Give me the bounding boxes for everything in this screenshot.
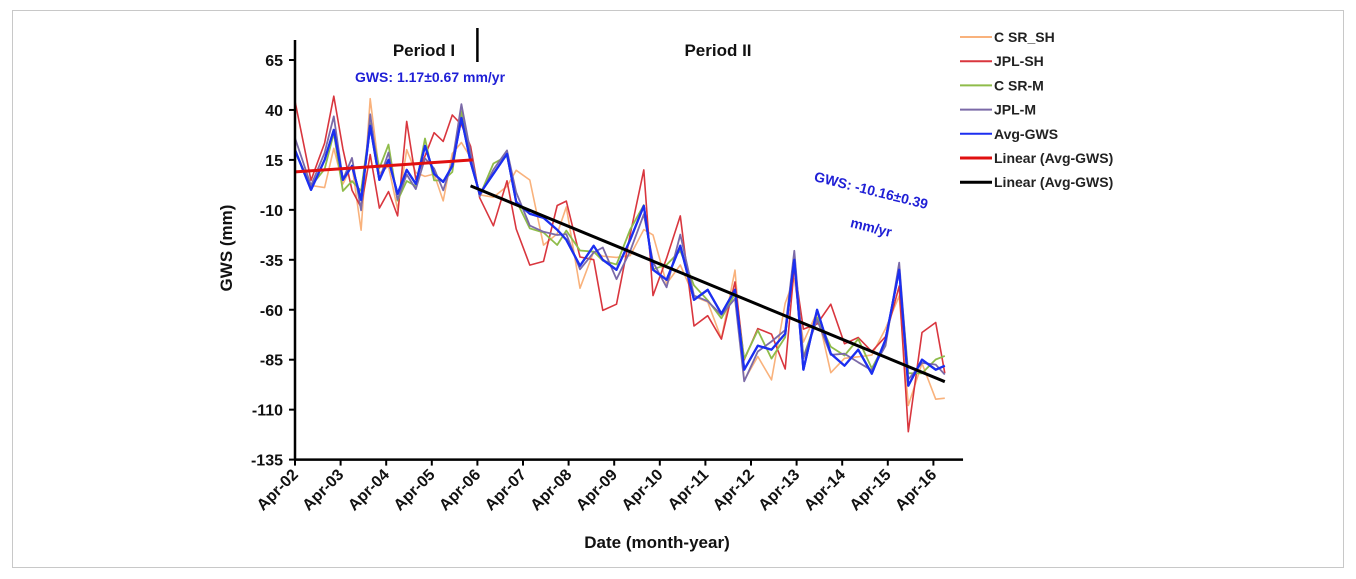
- series-line-jplm: [294, 103, 946, 383]
- labels: Date (month-year) GWS (mm) Period I Peri…: [217, 41, 930, 552]
- legend-label: JPL-SH: [994, 53, 1044, 69]
- x-tick-label: Apr-04: [345, 466, 393, 514]
- legend-label: Avg-GWS: [994, 126, 1058, 142]
- trend-line-2: [469, 184, 946, 384]
- x-axis-label: Date (month-year): [584, 533, 729, 552]
- y-tick-label: 65: [265, 53, 283, 70]
- series-line-csrsh: [294, 97, 945, 407]
- period-i-trend-annotation: GWS: 1.17±0.67 mm/yr: [355, 69, 506, 85]
- x-tick-label: Apr-03: [300, 466, 348, 514]
- x-tick-label: Apr-16: [892, 466, 940, 514]
- x-tick-label: Apr-09: [573, 466, 621, 514]
- axes: 654015-10-35-60-85-110-135Apr-02Apr-03Ap…: [251, 28, 964, 514]
- x-tick-label: Apr-10: [619, 466, 667, 514]
- y-tick-label: 15: [265, 153, 283, 170]
- y-tick-label: -85: [260, 353, 283, 370]
- period-i-label: Period I: [393, 41, 455, 60]
- legend-label: Linear (Avg-GWS): [994, 174, 1113, 190]
- legend-label: C SR-M: [994, 77, 1044, 93]
- y-tick-label: -35: [260, 253, 283, 270]
- period-ii-trend-annotation: GWS: -10.16±0.39: [813, 168, 930, 212]
- x-tick-label: Apr-08: [528, 466, 576, 514]
- y-axis-label: GWS (mm): [217, 205, 236, 292]
- series-line-csrm: [294, 110, 946, 375]
- x-tick-label: Apr-07: [482, 466, 530, 514]
- series-line-avg: [293, 116, 946, 387]
- x-tick-label: Apr-05: [391, 466, 439, 514]
- series-line-avg-gws: [293, 116, 946, 387]
- x-tick-label: Apr-13: [756, 466, 804, 514]
- y-tick-label: -10: [260, 203, 283, 220]
- legend-label: JPL-M: [994, 102, 1036, 118]
- chart-frame: [12, 10, 1344, 568]
- x-tick-label: Apr-02: [254, 466, 302, 514]
- series-line-jplsh: [294, 95, 946, 433]
- x-tick-label: Apr-12: [710, 466, 758, 514]
- x-tick-label: Apr-11: [665, 466, 712, 513]
- y-tick-label: -135: [251, 453, 283, 470]
- y-tick-label: 40: [265, 103, 283, 120]
- x-tick-label: Apr-06: [436, 466, 484, 514]
- period-ii-label: Period II: [684, 41, 751, 60]
- trend-line-1: [294, 158, 473, 174]
- legend: C SR_SH JPL-SH C SR-M JPL-M Avg-GWS Linear (A…: [960, 29, 1113, 190]
- period-ii-trend-unit: mm/yr: [849, 214, 894, 240]
- x-tick-label: Apr-14: [801, 466, 849, 514]
- legend-label: C SR_SH: [994, 29, 1055, 45]
- y-tick-label: -110: [252, 403, 283, 420]
- trend-layer: [294, 158, 946, 384]
- y-tick-label: -60: [260, 303, 283, 320]
- series-layer: [293, 95, 946, 433]
- legend-label: Linear (Avg-GWS): [994, 150, 1113, 166]
- x-tick-label: Apr-15: [847, 466, 895, 514]
